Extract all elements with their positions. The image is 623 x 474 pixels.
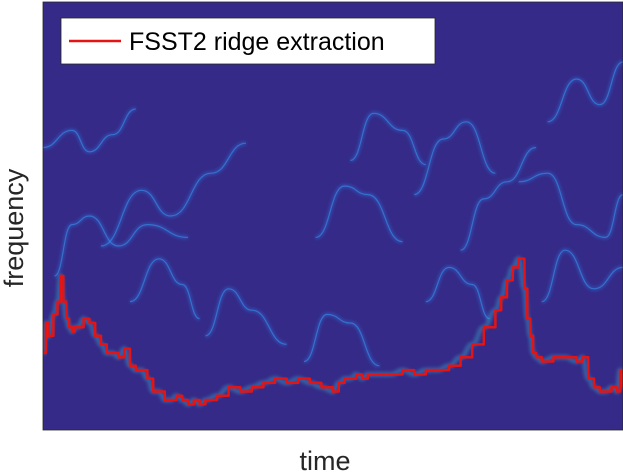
plot-frame <box>42 1 623 431</box>
background-ridge-11 <box>518 172 623 239</box>
background-ridge-5 <box>303 313 380 367</box>
background-ridge-3 <box>129 258 200 320</box>
legend-box <box>60 17 436 65</box>
background-ridge-8 <box>414 121 496 196</box>
background-ridge-13 <box>547 61 623 123</box>
ridge-extraction-line <box>43 257 623 406</box>
background-ridge-12 <box>541 249 623 303</box>
legend-label: FSST2 ridge extraction <box>129 28 385 56</box>
x-axis-label: time <box>299 446 350 474</box>
background-ridge-6 <box>315 185 403 243</box>
background-ridge-10 <box>460 146 537 251</box>
background-ridge-7 <box>350 112 426 166</box>
background-ridge-4 <box>205 288 287 345</box>
legend: FSST2 ridge extraction <box>60 17 436 65</box>
background-ridge-2 <box>100 142 247 247</box>
background-ridges <box>43 59 623 368</box>
background-ridge-9 <box>425 266 490 320</box>
plot-area <box>43 2 623 430</box>
ridge-extraction-layer <box>43 256 623 407</box>
background-ridge-1 <box>54 215 189 277</box>
y-axis-label: frequency <box>0 168 29 287</box>
background-ridge-0 <box>43 108 136 153</box>
